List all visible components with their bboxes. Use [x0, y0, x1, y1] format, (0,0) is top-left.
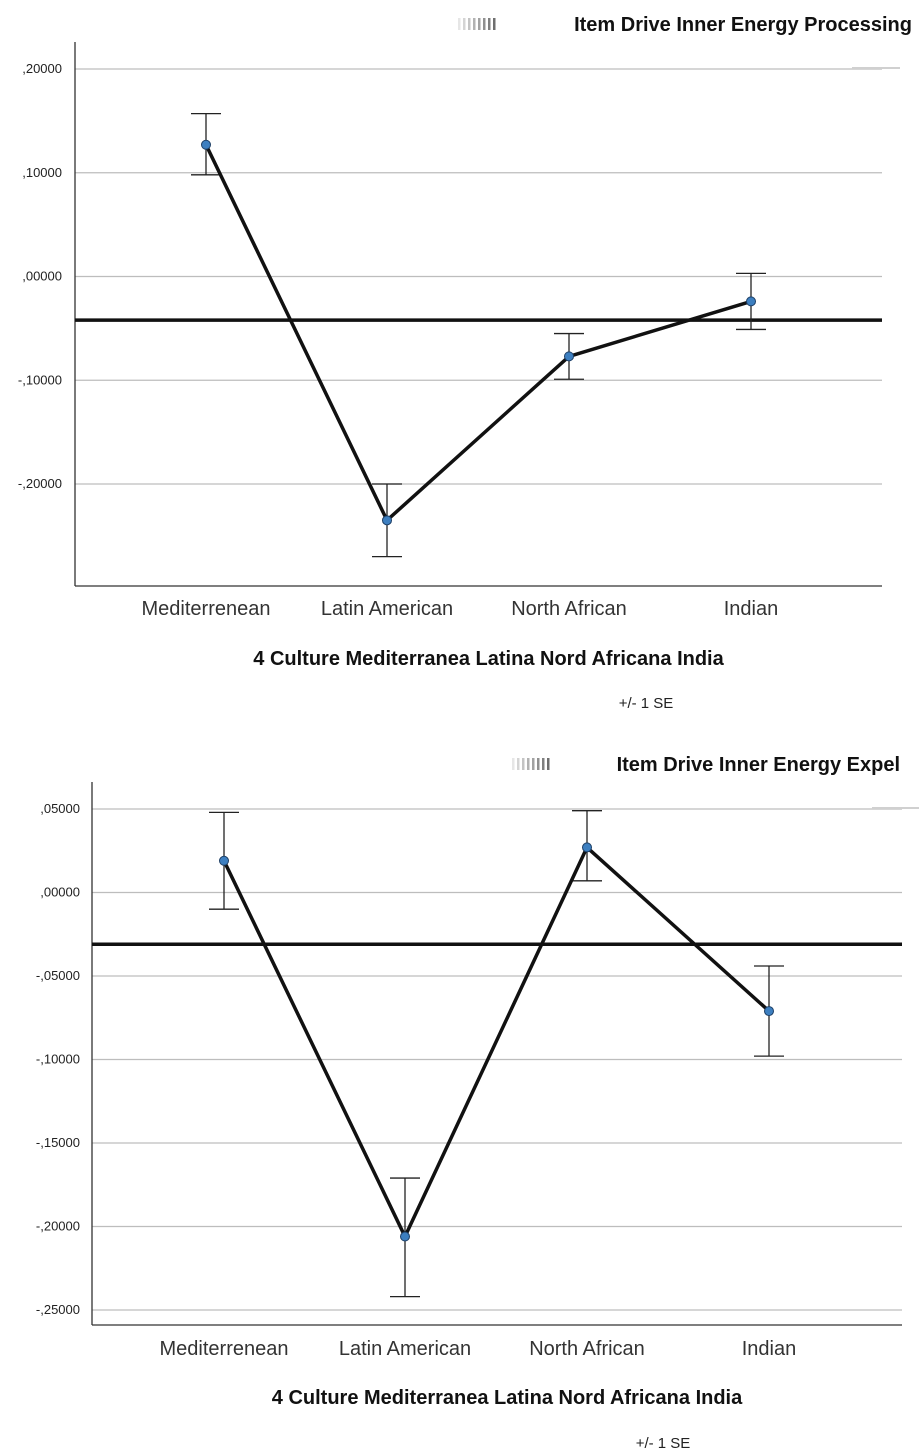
x-category-label: North African	[511, 598, 627, 620]
y-tick-label: ,20000	[22, 61, 62, 76]
y-tick-label: ,05000	[40, 801, 80, 816]
legend-line-glyph	[542, 758, 545, 770]
data-point	[382, 515, 392, 526]
legend-line-glyph	[458, 18, 461, 30]
x-category-label: North African	[529, 1338, 645, 1360]
y-tick-label: -,05000	[36, 968, 80, 983]
x-category-label: Latin American	[321, 598, 453, 620]
y-tick-label: ,10000	[22, 165, 62, 180]
series-line	[204, 143, 752, 524]
legend-line-glyph	[517, 758, 520, 770]
x-category-label: Indian	[742, 1338, 797, 1360]
legend-line-glyph	[478, 18, 481, 30]
x-category-label: Mediterrenean	[160, 1338, 289, 1360]
legend-line-glyph	[468, 18, 471, 30]
legend-line-glyph	[463, 18, 466, 30]
data-point	[746, 296, 756, 307]
legend-line-glyph	[527, 758, 530, 770]
y-tick-label: ,00000	[22, 269, 62, 284]
legend: Item Drive Inner Energy Processing	[458, 14, 912, 69]
legend: Item Drive Inner Energy Expel	[512, 754, 919, 809]
y-tick-label: -,20000	[18, 476, 62, 491]
error-bar-note: +/- 1 SE	[619, 695, 674, 712]
data-point	[201, 139, 211, 150]
y-tick-label: -,10000	[36, 1052, 80, 1067]
legend-line-glyph	[532, 758, 535, 770]
x-category-label: Indian	[724, 598, 779, 620]
x-axis-title: 4 Culture Mediterranea Latina Nord Afric…	[253, 648, 724, 670]
legend-line-glyph	[512, 758, 515, 770]
data-point	[400, 1231, 410, 1242]
legend-label: Item Drive Inner Energy Processing	[574, 14, 912, 36]
error-bar-note: +/- 1 SE	[636, 1435, 691, 1452]
legend-label: Item Drive Inner Energy Expel	[617, 754, 900, 776]
legend-line-glyph	[537, 758, 540, 770]
data-point	[764, 1006, 774, 1017]
data-point	[564, 351, 574, 362]
y-tick-label: -,25000	[36, 1302, 80, 1317]
y-tick-label: -,20000	[36, 1219, 80, 1234]
legend-line-glyph	[522, 758, 525, 770]
chart-2: ,05000 ,00000 -,05000 -,10000 -,15000 -,20000…	[36, 754, 919, 1452]
x-category-label: Mediterrenean	[142, 598, 271, 620]
legend-line-glyph	[473, 18, 476, 30]
y-tick-label: -,15000	[36, 1135, 80, 1150]
data-point	[582, 842, 592, 853]
x-category-label: Latin American	[339, 1338, 471, 1360]
data-point	[219, 855, 229, 866]
y-tick-label: ,00000	[40, 885, 80, 900]
x-axis-title: 4 Culture Mediterranea Latina Nord Afric…	[272, 1387, 743, 1409]
chart-1: ,20000 ,10000 ,00000 -,10000 -,20000 Mediterr…	[18, 14, 912, 712]
y-tick-label: -,10000	[18, 372, 62, 387]
series-line	[222, 844, 771, 1241]
legend-line-glyph	[547, 758, 550, 770]
legend-line-glyph	[488, 18, 491, 30]
legend-line-glyph	[493, 18, 496, 30]
legend-line-glyph	[483, 18, 486, 30]
